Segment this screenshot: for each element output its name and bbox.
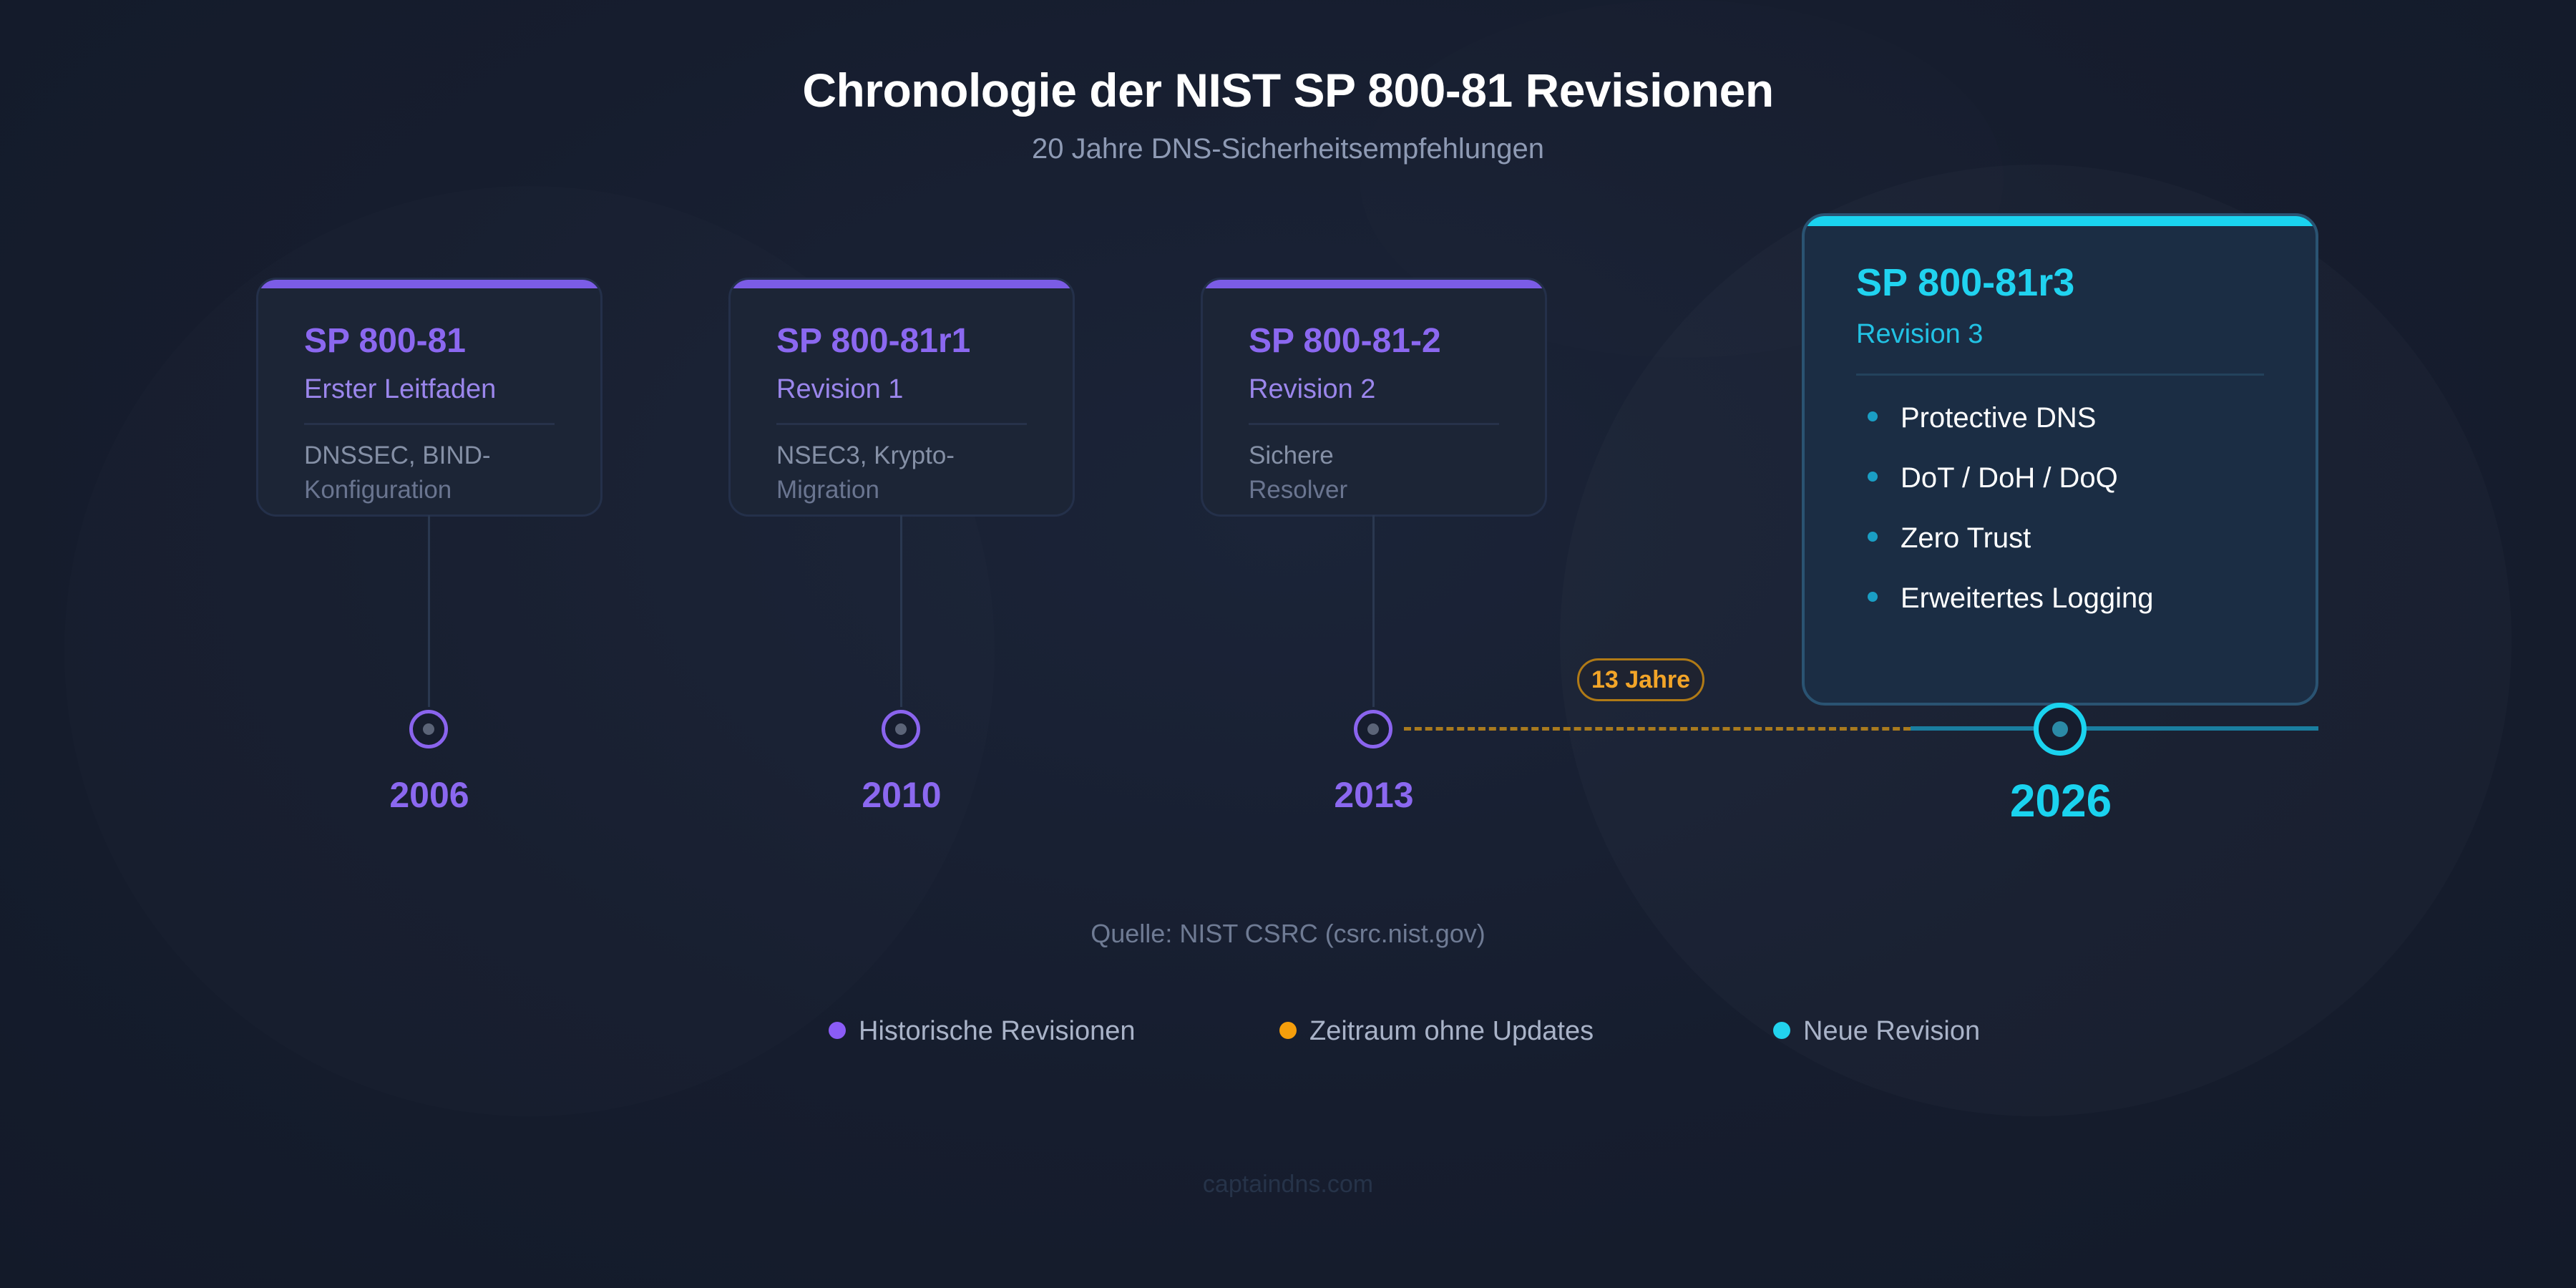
page-subtitle: 20 Jahre DNS-Sicherheitsempfehlungen bbox=[1032, 133, 1544, 165]
legend-label: Historische Revisionen bbox=[859, 1016, 1136, 1046]
feature-label: Zero Trust bbox=[1901, 522, 2031, 554]
description-line: Sichere bbox=[1249, 441, 1334, 469]
revision-title: SP 800-81r3 bbox=[1856, 261, 2075, 304]
timeline-marker-2013 bbox=[1354, 710, 1392, 748]
year-label-new: 2026 bbox=[2009, 775, 2112, 826]
revision-title: SP 800-81 bbox=[304, 322, 466, 360]
legend-item-historic: Historische Revisionen bbox=[829, 1016, 1136, 1047]
bullet-icon bbox=[1868, 472, 1878, 482]
revision-card-2026: SP 800-81r3 Revision 3 Protective DNS Do… bbox=[1802, 213, 2318, 706]
bullet-icon bbox=[1868, 532, 1878, 542]
gap-dashed-line bbox=[1404, 727, 1911, 731]
feature-label: Erweitertes Logging bbox=[1901, 582, 2154, 614]
timeline-marker-2026 bbox=[2034, 703, 2087, 756]
feature-item: Erweitertes Logging bbox=[1856, 582, 2154, 615]
timeline-marker-2010 bbox=[882, 710, 920, 748]
description-line: Konfiguration bbox=[304, 476, 452, 504]
legend-dot-icon bbox=[829, 1021, 846, 1039]
page-title: Chronologie der NIST SP 800-81 Revisione… bbox=[802, 64, 1774, 117]
revision-subtitle: Revision 1 bbox=[776, 374, 904, 404]
revision-title: SP 800-81-2 bbox=[1249, 322, 1441, 360]
feature-label: Protective DNS bbox=[1901, 402, 2097, 434]
card-accent-bar bbox=[1805, 216, 2316, 226]
feature-item: DoT / DoH / DoQ bbox=[1856, 462, 2118, 494]
year-label: 2010 bbox=[862, 775, 942, 815]
revision-card-2013: SP 800-81-2 Revision 2 Sichere Resolver bbox=[1201, 278, 1547, 517]
revision-subtitle: Erster Leitfaden bbox=[304, 374, 497, 404]
revision-card-2010: SP 800-81r1 Revision 1 NSEC3, Krypto- Mi… bbox=[728, 278, 1075, 517]
connector-line bbox=[428, 515, 430, 707]
legend-label: Zeitraum ohne Updates bbox=[1309, 1016, 1594, 1046]
legend-dot-icon bbox=[1773, 1021, 1790, 1039]
card-divider bbox=[304, 423, 555, 425]
card-accent-bar bbox=[258, 280, 600, 288]
timeline-line-new bbox=[1911, 726, 2318, 731]
revision-description: DNSSEC, BIND- Konfiguration bbox=[304, 439, 562, 507]
card-accent-bar bbox=[1203, 280, 1545, 288]
revision-subtitle: Revision 3 bbox=[1856, 319, 1984, 349]
year-label: 2006 bbox=[389, 775, 469, 815]
card-divider bbox=[776, 423, 1027, 425]
bullet-icon bbox=[1868, 411, 1878, 422]
card-divider bbox=[1856, 374, 2264, 376]
connector-line bbox=[900, 515, 902, 707]
year-label: 2013 bbox=[1334, 775, 1414, 815]
card-accent-bar bbox=[731, 280, 1073, 288]
footer-watermark: captaindns.com bbox=[1202, 1171, 1374, 1198]
revision-description: Sichere Resolver bbox=[1249, 439, 1506, 507]
legend-dot-icon bbox=[1279, 1021, 1297, 1039]
gap-duration-badge: 13 Jahre bbox=[1577, 658, 1704, 701]
description-line: NSEC3, Krypto- bbox=[776, 441, 955, 469]
description-line: DNSSEC, BIND- bbox=[304, 441, 491, 469]
legend-label: Neue Revision bbox=[1803, 1016, 1981, 1046]
revision-subtitle: Revision 2 bbox=[1249, 374, 1376, 404]
legend-item-new: Neue Revision bbox=[1773, 1016, 1980, 1047]
source-note: Quelle: NIST CSRC (csrc.nist.gov) bbox=[1091, 919, 1485, 948]
feature-label: DoT / DoH / DoQ bbox=[1901, 462, 2118, 494]
revision-description: NSEC3, Krypto- Migration bbox=[776, 439, 1034, 507]
card-divider bbox=[1249, 423, 1499, 425]
revision-card-2006: SP 800-81 Erster Leitfaden DNSSEC, BIND-… bbox=[256, 278, 602, 517]
description-line: Resolver bbox=[1249, 476, 1348, 504]
legend-item-gap: Zeitraum ohne Updates bbox=[1279, 1016, 1594, 1047]
timeline-marker-2006 bbox=[409, 710, 448, 748]
connector-line bbox=[1372, 515, 1375, 707]
description-line: Migration bbox=[776, 476, 879, 504]
bullet-icon bbox=[1868, 592, 1878, 602]
feature-item: Protective DNS bbox=[1856, 402, 2096, 434]
revision-title: SP 800-81r1 bbox=[776, 322, 971, 360]
feature-item: Zero Trust bbox=[1856, 522, 2031, 555]
